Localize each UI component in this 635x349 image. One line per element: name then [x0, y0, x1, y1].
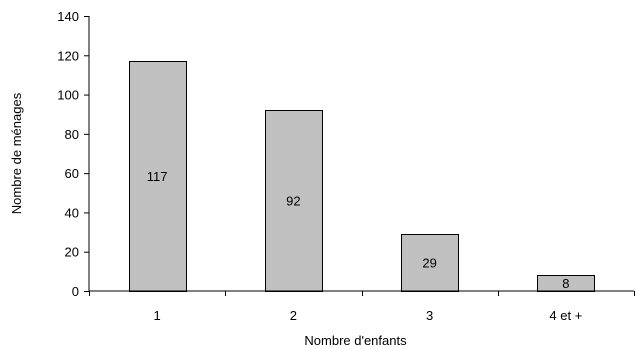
data-labels: 117 92 29 8	[147, 169, 570, 291]
y-tick-label: 140	[57, 9, 79, 24]
bar-value-label: 92	[286, 194, 300, 209]
bars-layer	[129, 61, 595, 292]
x-tick-label: 1	[154, 308, 161, 323]
y-tick-label: 80	[65, 127, 79, 142]
y-tick-label: 0	[72, 284, 79, 299]
y-tick-label: 20	[65, 245, 79, 260]
bar	[265, 110, 323, 292]
y-tick-label: 60	[65, 166, 79, 181]
y-tick-label: 120	[57, 48, 79, 63]
x-tick-label: 4 et +	[549, 308, 582, 323]
bar-value-label: 8	[562, 276, 569, 291]
x-tick-label: 2	[290, 308, 297, 323]
x-axis-title: Nombre d'enfants	[304, 333, 407, 348]
x-tick-label: 3	[426, 308, 433, 323]
bar-value-label: 117	[147, 169, 168, 184]
axes-layer	[88, 16, 634, 292]
x-ticks: 1 2 3 4 et +	[89, 291, 635, 323]
y-tick-label: 40	[65, 205, 79, 220]
bar-value-label: 29	[422, 256, 436, 271]
y-axis-title: Nombre de ménages	[9, 92, 24, 214]
bar	[401, 234, 459, 292]
y-ticks: 0 20 40 60 80 100 120 140	[57, 9, 89, 299]
bar	[129, 61, 187, 292]
y-tick-label: 100	[57, 88, 79, 103]
